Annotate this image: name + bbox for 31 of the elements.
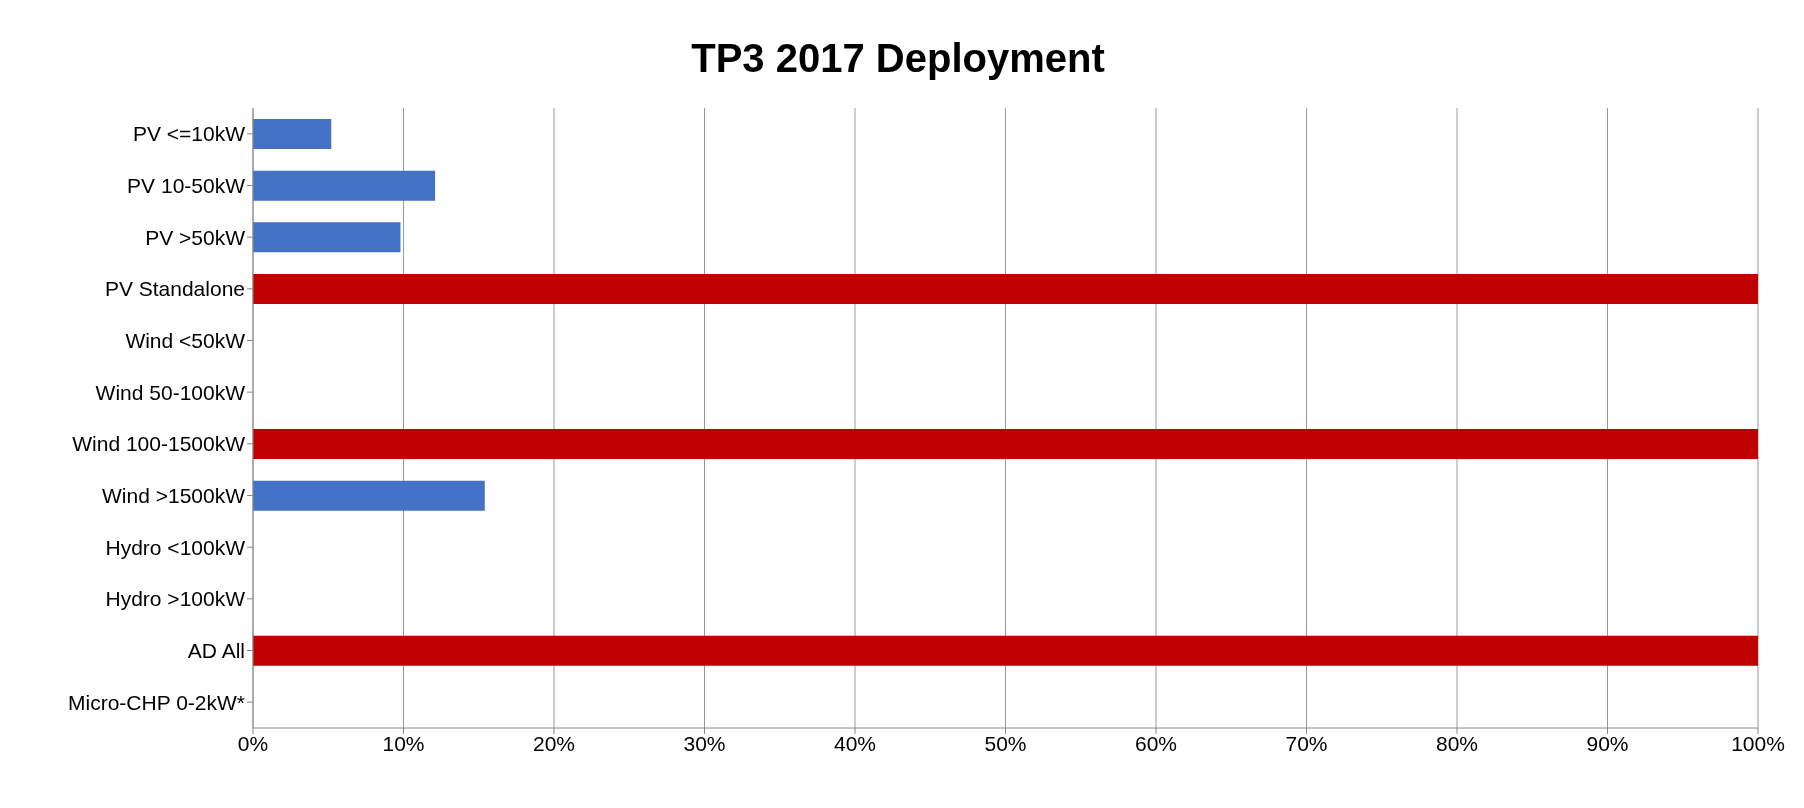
y-tick-label: Wind 50-100kW [95, 380, 246, 404]
y-tick-label: AD All [187, 638, 245, 662]
bar [253, 429, 1758, 459]
bar [253, 635, 1758, 666]
y-tick-label: Wind <50kW [125, 328, 246, 352]
x-tick-label: 0% [237, 731, 269, 755]
x-tick-label: 20% [532, 731, 576, 755]
x-tick-label: 90% [1586, 731, 1629, 755]
y-tick-label: Wind 100-1500kW [72, 432, 246, 456]
chart-title: TP3 2017 Deployment [690, 35, 1106, 82]
y-tick-label: PV >50kW [145, 225, 246, 249]
bar [253, 119, 332, 149]
x-tick-label: 50% [984, 731, 1027, 755]
y-tick-label: Hydro >100kW [105, 587, 246, 611]
y-tick-label: Micro-CHP 0-2kW* [68, 690, 245, 714]
x-tick-label: 40% [833, 731, 877, 755]
x-tick-label: 80% [1435, 731, 1479, 755]
x-tick-label: 100% [1731, 731, 1785, 755]
bar [253, 274, 1758, 304]
x-tick-label: 70% [1285, 731, 1328, 755]
x-tick-label: 30% [683, 731, 726, 755]
x-tick-label: 60% [1134, 731, 1178, 755]
y-tick-label: PV <=10kW [132, 122, 246, 146]
y-tick-label: Hydro <100kW [105, 535, 246, 559]
bar [253, 480, 485, 511]
bar [253, 222, 401, 253]
x-tick-label: 10% [382, 731, 425, 755]
y-tick-label: Wind >1500kW [102, 483, 246, 507]
y-tick-label: PV Standalone [104, 277, 245, 301]
y-tick-label: PV 10-50kW [127, 173, 246, 197]
bar [253, 170, 436, 201]
